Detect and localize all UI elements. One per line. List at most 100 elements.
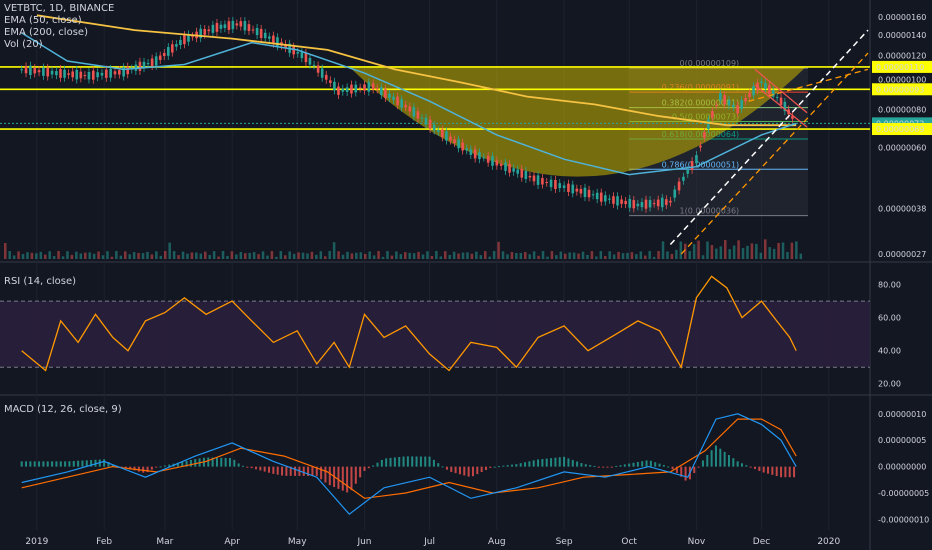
volume-bar [612,254,616,259]
fib-level-label: 1(0.00000036) [679,207,739,216]
volume-bar [244,253,247,259]
candle-body [587,189,591,198]
candle-body [46,67,50,77]
candle-body [300,52,304,59]
candle-body [63,69,66,78]
volume-bar [101,255,105,259]
macd-histogram-bar [150,466,153,470]
volume-bar [719,246,723,259]
macd-histogram-bar [155,466,158,468]
volume-bar [590,251,594,259]
volume-bar [239,251,243,259]
candle-body [312,64,316,66]
price-tick-label: 0.00000038 [878,204,926,213]
candle-body [665,199,668,205]
ema50-label: EMA (50, close) [4,15,82,26]
candle-body [118,70,121,75]
volume-bar [381,256,385,259]
macd-histogram-bar [727,455,730,467]
candle-body [199,28,202,39]
volume-bar [430,256,434,259]
candle-body [478,152,481,160]
price-tick-label: 0.00000120 [878,51,926,60]
macd-histogram-bar [176,462,179,467]
volume-bar [537,255,540,259]
macd-histogram-bar [220,457,223,467]
volume-bar [26,252,29,259]
macd-histogram-bar [463,466,466,476]
volume-bar [546,256,549,259]
candle-body [516,169,520,174]
volume-bar [452,251,456,259]
volume-bar [84,252,87,259]
macd-histogram-bar [445,466,448,470]
price-tick-label: 0.00000100 [878,76,926,85]
candle-body [718,93,722,101]
macd-histogram-bar [237,463,240,467]
macd-histogram-bar [415,456,418,467]
macd-histogram-bar [649,460,652,467]
macd-histogram-bar [771,466,774,475]
candle-body [616,196,619,206]
volume-bar [310,251,314,259]
volume-bar [475,251,478,259]
volume-bar [235,254,238,259]
candle-body [791,116,794,119]
macd-histogram-bar [554,457,557,467]
candle-body [284,44,287,49]
candle-body [449,136,452,141]
rsi-tick-label: 60.00 [878,314,901,323]
macd-histogram-bar [780,466,783,478]
trend-line-dashed [680,52,869,255]
candle-body [673,189,677,198]
macd-histogram-bar [610,466,613,468]
volume-bar [701,255,705,259]
macd-histogram-bar [515,464,518,467]
candle-body [87,71,91,80]
volume-bar [195,252,198,259]
candle-body [400,99,403,108]
macd-histogram-bar [311,466,314,476]
price-tick-label: 0.00000160 [878,13,926,22]
macd-histogram-bar [163,465,166,467]
candle-body [367,82,371,92]
macd-histogram-bar [398,457,401,467]
candle-body [371,83,375,90]
volume-bar [35,253,38,259]
price-marker-text: 0.00000069 [876,125,924,134]
volume-bar [324,256,327,259]
macd-histogram-bar [706,454,709,467]
candle-body [453,139,456,143]
volume-bar [17,251,20,259]
volume-bar [790,242,794,259]
volume-bar [506,254,509,259]
candle-body [624,200,627,205]
volume-bar [492,251,496,259]
price-tick-label: 0.00000080 [878,105,926,114]
macd-histogram-bar [285,466,288,476]
time-tick-label: Feb [96,537,112,547]
candle-body [158,55,162,60]
volume-bar [488,256,491,259]
macd-histogram-bar [359,466,362,478]
time-tick-label: Sep [556,537,573,547]
volume-bar [230,251,234,259]
macd-histogram-bar [42,461,45,467]
candle-body [211,24,215,33]
macd-histogram-bar [793,466,796,478]
macd-histogram-bar [740,463,743,467]
candle-body [512,168,515,172]
candle-body [686,170,690,174]
macd-histogram-bar [68,461,71,467]
candle-body [146,63,150,65]
candle-body [105,69,108,78]
candle-body [126,66,130,75]
volume-bar [248,252,251,259]
candle-body [461,142,464,151]
macd-tick-label: 0.00000005 [878,436,926,445]
candle-body [251,29,255,31]
candle-body [579,188,583,194]
candle-body [682,176,685,181]
macd-histogram-bar [90,460,93,467]
volume-bar [386,251,389,259]
